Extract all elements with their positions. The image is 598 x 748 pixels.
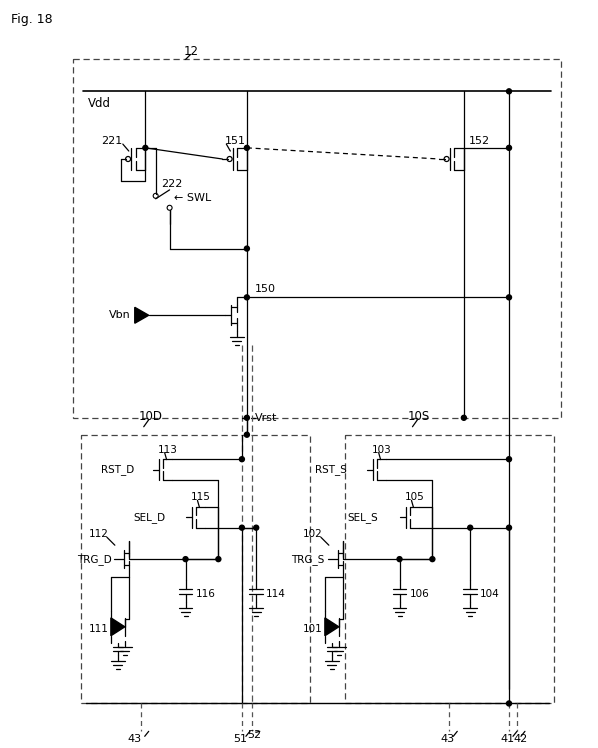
Text: ← SWL: ← SWL: [173, 193, 211, 203]
Circle shape: [462, 415, 466, 420]
Text: SEL_S: SEL_S: [348, 512, 379, 523]
Text: 52: 52: [247, 730, 261, 741]
Text: RST_S: RST_S: [315, 464, 347, 475]
Circle shape: [507, 525, 511, 530]
Circle shape: [507, 701, 511, 706]
Text: RST_D: RST_D: [101, 464, 134, 475]
Text: 151: 151: [224, 136, 245, 146]
Text: 112: 112: [89, 530, 109, 539]
Text: 43: 43: [440, 735, 454, 744]
Text: 105: 105: [404, 492, 424, 503]
Circle shape: [143, 145, 148, 150]
Text: 43: 43: [128, 735, 142, 744]
Circle shape: [254, 525, 259, 530]
Polygon shape: [325, 618, 339, 636]
Circle shape: [507, 145, 511, 150]
Circle shape: [245, 415, 249, 420]
Circle shape: [245, 432, 249, 437]
Text: Vdd: Vdd: [88, 96, 111, 110]
Text: 10D: 10D: [139, 411, 163, 423]
Circle shape: [245, 246, 249, 251]
Circle shape: [216, 557, 221, 562]
Circle shape: [239, 525, 245, 530]
Bar: [81, 435, 310, 703]
Text: 10S: 10S: [407, 411, 430, 423]
Text: 116: 116: [196, 589, 215, 599]
Text: 103: 103: [372, 444, 392, 455]
Text: TRG_D: TRG_D: [77, 554, 112, 565]
Text: Vbn: Vbn: [109, 310, 130, 320]
Text: 152: 152: [469, 136, 490, 146]
Circle shape: [183, 557, 188, 562]
Text: 114: 114: [266, 589, 286, 599]
Text: 115: 115: [191, 492, 210, 503]
Text: SEL_D: SEL_D: [134, 512, 166, 523]
Circle shape: [430, 557, 435, 562]
Polygon shape: [135, 307, 149, 323]
Circle shape: [239, 457, 245, 462]
Bar: [345, 435, 554, 703]
Text: 106: 106: [410, 589, 429, 599]
Text: 41: 41: [500, 735, 514, 744]
Bar: [73, 60, 561, 418]
Text: TRG_S: TRG_S: [291, 554, 324, 565]
Text: 221: 221: [101, 136, 122, 146]
Text: 111: 111: [89, 624, 109, 634]
Circle shape: [468, 525, 472, 530]
Text: 104: 104: [480, 589, 500, 599]
Circle shape: [507, 457, 511, 462]
Text: 150: 150: [255, 284, 276, 295]
Circle shape: [507, 89, 511, 94]
Text: 113: 113: [158, 444, 178, 455]
Text: Fig. 18: Fig. 18: [11, 13, 53, 26]
Circle shape: [397, 557, 402, 562]
Circle shape: [507, 295, 511, 300]
Text: 51: 51: [233, 735, 247, 744]
Text: Vrst: Vrst: [255, 413, 277, 423]
Text: 42: 42: [514, 735, 528, 744]
Polygon shape: [111, 618, 125, 636]
Text: 102: 102: [303, 530, 323, 539]
Circle shape: [245, 295, 249, 300]
Text: 12: 12: [184, 45, 199, 58]
Text: 222: 222: [161, 179, 182, 189]
Circle shape: [245, 145, 249, 150]
Text: 101: 101: [303, 624, 323, 634]
